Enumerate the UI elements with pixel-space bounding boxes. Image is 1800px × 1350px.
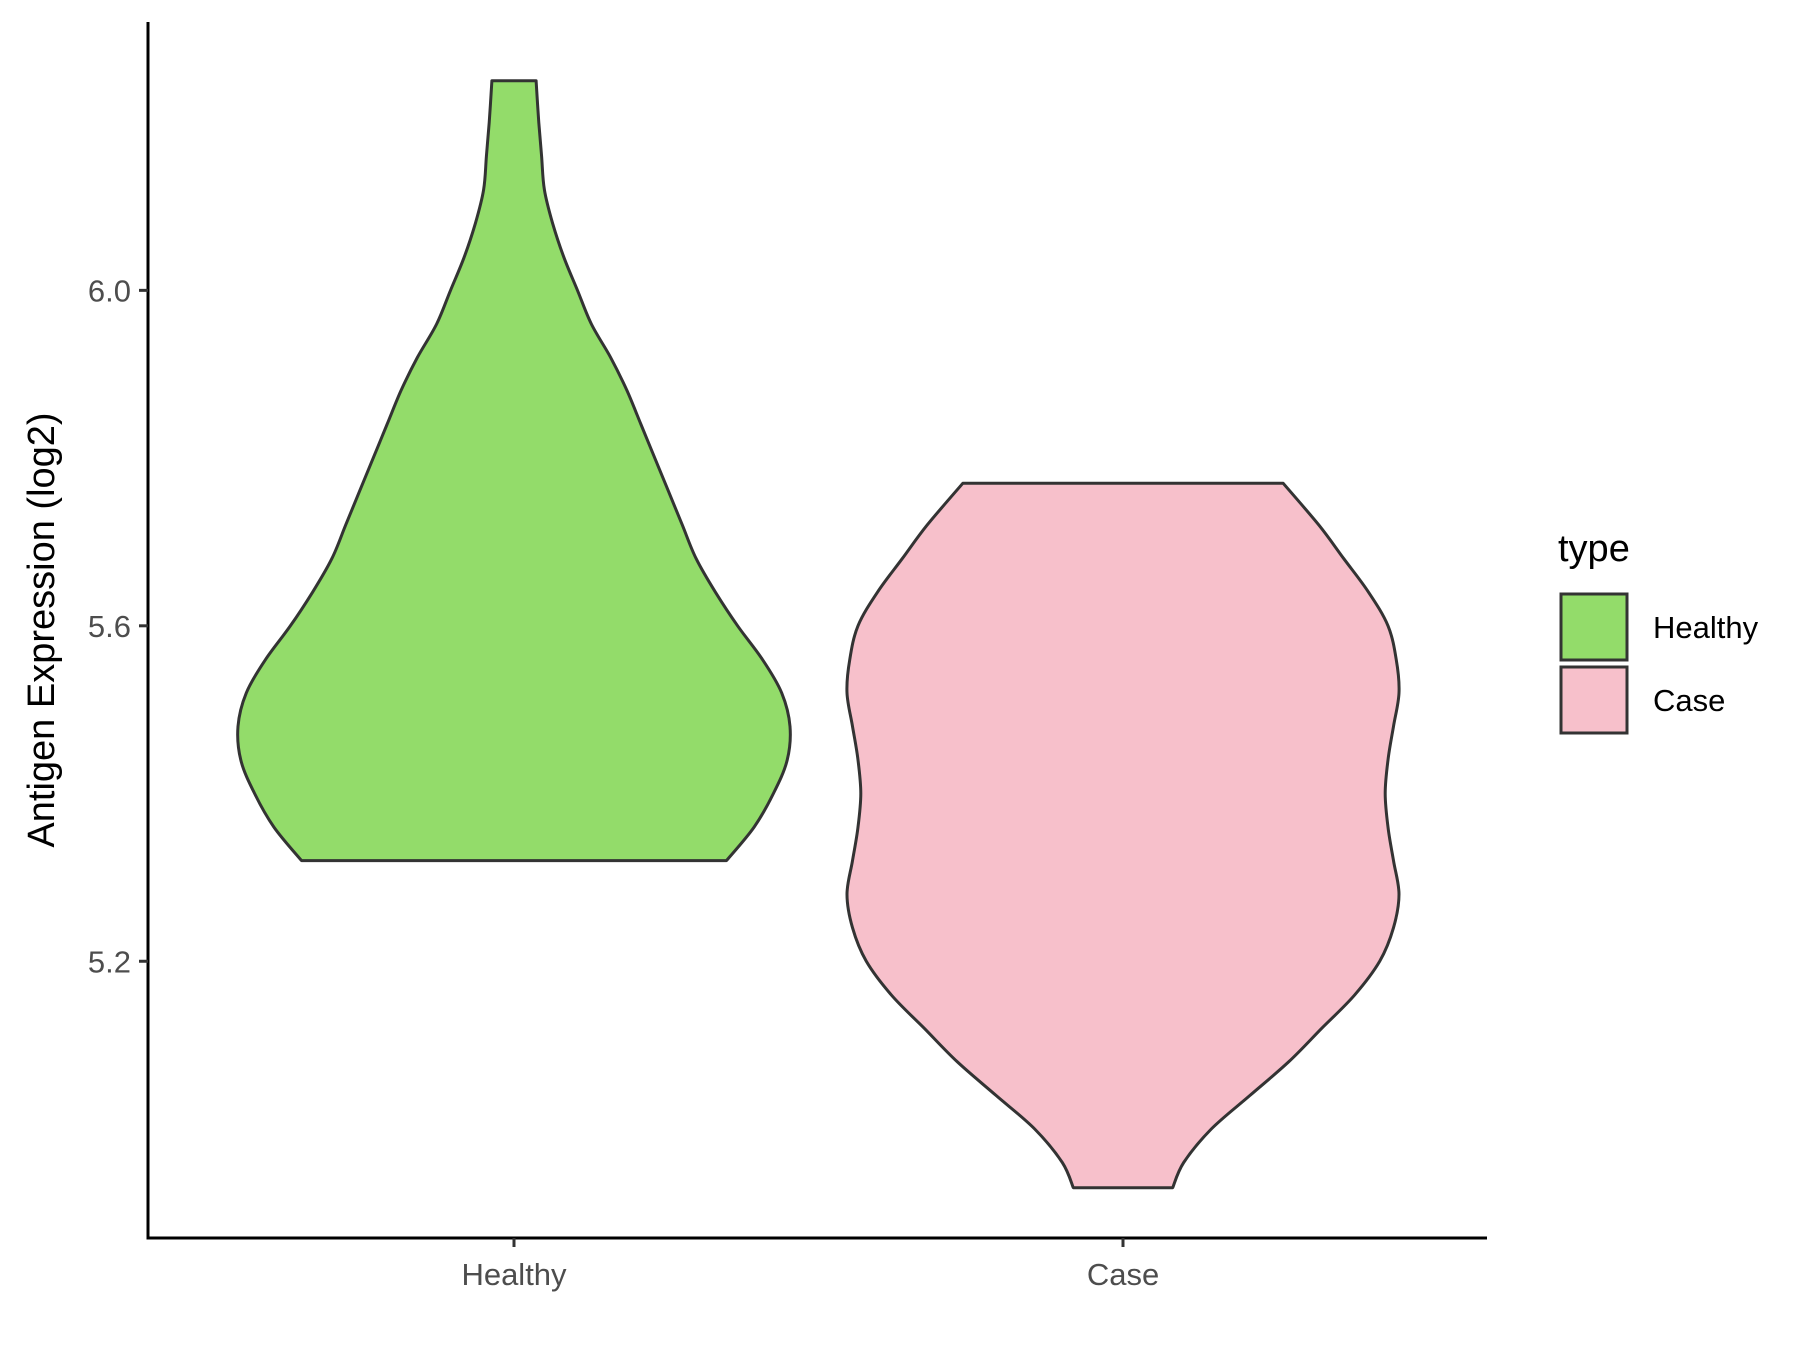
y-tick-label: 5.2 [88,944,131,979]
legend-entries: Healthy Case [1559,592,1759,735]
legend-label-case: Case [1653,683,1725,718]
legend-swatch-case [1559,665,1629,735]
violins [236,79,1401,1190]
plot-area: 5.2 5.6 6.0 Healthy Case [88,22,1487,1292]
y-axis-title: Antigen Expression (log2) [21,412,63,847]
legend-swatch-healthy [1559,592,1629,662]
x-axis-ticks: Healthy Case [461,1238,1159,1292]
legend: type Healthy Case [1558,528,1759,735]
legend-title: type [1558,528,1630,570]
y-tick-label: 5.6 [88,609,131,644]
x-tick-label: Healthy [461,1257,567,1292]
legend-label-healthy: Healthy [1653,610,1759,645]
violin-healthy [236,79,792,863]
y-axis-ticks: 5.2 5.6 6.0 [88,273,148,979]
x-tick-label: Case [1087,1257,1159,1292]
y-tick-label: 6.0 [88,273,131,308]
violin-case [845,481,1401,1190]
